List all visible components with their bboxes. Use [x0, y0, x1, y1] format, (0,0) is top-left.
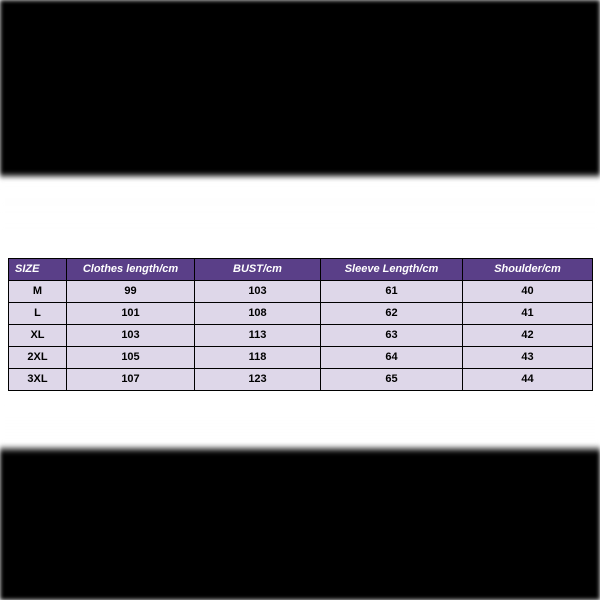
- col-header-bust: BUST/cm: [195, 259, 321, 281]
- cell-sleeve-length: 64: [321, 347, 463, 369]
- cell-clothes-length: 101: [67, 303, 195, 325]
- cell-size: M: [9, 281, 67, 303]
- cell-shoulder: 41: [463, 303, 593, 325]
- cell-size: 3XL: [9, 369, 67, 391]
- size-chart: SIZE Clothes length/cm BUST/cm Sleeve Le…: [8, 258, 592, 391]
- col-header-shoulder: Shoulder/cm: [463, 259, 593, 281]
- cell-bust: 108: [195, 303, 321, 325]
- cell-size: 2XL: [9, 347, 67, 369]
- table-row: M 99 103 61 40: [9, 281, 593, 303]
- table-row: L 101 108 62 41: [9, 303, 593, 325]
- cell-size: XL: [9, 325, 67, 347]
- col-header-sleeve-length: Sleeve Length/cm: [321, 259, 463, 281]
- cell-clothes-length: 107: [67, 369, 195, 391]
- cell-size: L: [9, 303, 67, 325]
- cell-bust: 113: [195, 325, 321, 347]
- cell-sleeve-length: 61: [321, 281, 463, 303]
- top-dark-band: [0, 0, 600, 230]
- cell-shoulder: 40: [463, 281, 593, 303]
- table-row: 2XL 105 118 64 43: [9, 347, 593, 369]
- cell-clothes-length: 103: [67, 325, 195, 347]
- cell-shoulder: 42: [463, 325, 593, 347]
- cell-bust: 123: [195, 369, 321, 391]
- col-header-size: SIZE: [9, 259, 67, 281]
- cell-clothes-length: 99: [67, 281, 195, 303]
- col-header-clothes-length: Clothes length/cm: [67, 259, 195, 281]
- table-row: XL 103 113 63 42: [9, 325, 593, 347]
- bottom-dark-band: [0, 390, 600, 600]
- header-row: SIZE Clothes length/cm BUST/cm Sleeve Le…: [9, 259, 593, 281]
- cell-shoulder: 44: [463, 369, 593, 391]
- size-table: SIZE Clothes length/cm BUST/cm Sleeve Le…: [8, 258, 593, 391]
- cell-bust: 103: [195, 281, 321, 303]
- cell-clothes-length: 105: [67, 347, 195, 369]
- table-row: 3XL 107 123 65 44: [9, 369, 593, 391]
- cell-bust: 118: [195, 347, 321, 369]
- cell-sleeve-length: 62: [321, 303, 463, 325]
- cell-shoulder: 43: [463, 347, 593, 369]
- cell-sleeve-length: 65: [321, 369, 463, 391]
- cell-sleeve-length: 63: [321, 325, 463, 347]
